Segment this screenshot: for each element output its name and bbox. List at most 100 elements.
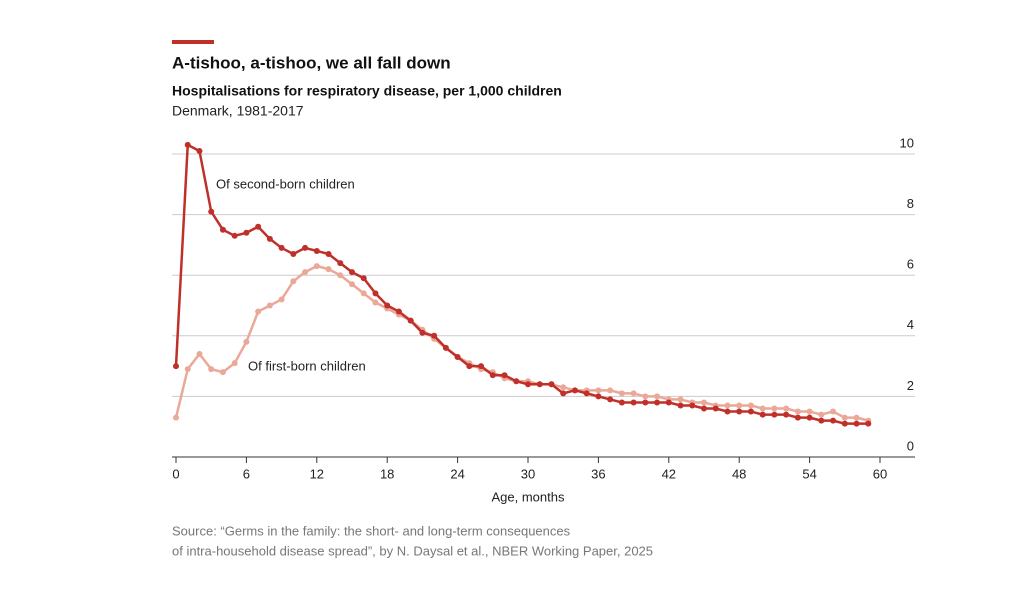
series-label: Of first-born children: [248, 358, 366, 373]
data-point: [830, 417, 837, 424]
data-point: [677, 402, 684, 409]
x-tick-label: 48: [732, 466, 746, 481]
data-point: [337, 272, 344, 279]
data-point: [736, 402, 743, 409]
data-point: [478, 363, 485, 370]
data-point: [818, 411, 825, 418]
data-point: [701, 405, 707, 412]
data-point: [642, 393, 649, 400]
x-tick-label: 18: [380, 466, 394, 481]
data-point: [290, 250, 297, 257]
data-point: [337, 260, 344, 267]
series-line: [174, 264, 869, 422]
data-point: [255, 223, 262, 230]
data-point: [654, 393, 661, 400]
data-point: [560, 384, 567, 391]
data-point: [783, 411, 790, 418]
data-point: [747, 402, 754, 409]
data-point: [654, 399, 661, 406]
x-tick-label: 6: [243, 466, 250, 481]
data-point: [818, 417, 825, 424]
data-point: [466, 363, 473, 370]
data-point: [595, 393, 602, 400]
data-point: [701, 399, 707, 406]
data-point: [853, 420, 860, 427]
data-point: [454, 354, 461, 361]
data-point: [395, 308, 402, 315]
data-point: [313, 247, 320, 254]
data-point: [794, 414, 801, 421]
data-point: [278, 296, 285, 303]
y-tick-label: 8: [907, 196, 914, 211]
data-point: [841, 420, 848, 427]
data-point: [196, 147, 203, 154]
data-point: [571, 387, 578, 394]
data-point: [501, 372, 508, 379]
data-point: [525, 381, 531, 388]
x-tick-label: 12: [310, 466, 324, 481]
data-point: [759, 405, 766, 412]
y-tick-label: 6: [907, 257, 914, 272]
data-point: [219, 226, 226, 233]
data-point: [266, 302, 273, 309]
data-point: [771, 405, 778, 412]
data-point: [618, 390, 625, 397]
data-point: [384, 302, 391, 309]
data-point: [431, 332, 438, 339]
data-point: [583, 390, 590, 397]
x-tick-label: 36: [591, 466, 605, 481]
data-point: [560, 390, 567, 397]
data-point: [865, 420, 872, 427]
x-tick-label: 54: [802, 466, 816, 481]
y-tick-label: 2: [907, 378, 914, 393]
data-point: [419, 329, 426, 336]
data-point: [677, 396, 684, 403]
x-tick-label: 30: [521, 466, 535, 481]
data-point: [771, 411, 778, 418]
chart-subtitle: Denmark, 1981-2017: [172, 103, 304, 119]
data-point: [853, 414, 860, 421]
data-point: [208, 366, 215, 373]
y-tick-label: 4: [907, 317, 914, 332]
data-point: [712, 405, 719, 412]
data-point: [184, 141, 191, 148]
data-point: [243, 229, 250, 236]
data-point: [173, 363, 179, 370]
data-point: [325, 266, 332, 273]
data-point: [642, 399, 649, 406]
data-point: [489, 372, 496, 379]
data-point: [607, 396, 614, 403]
data-point: [208, 208, 215, 215]
x-tick-label: 24: [450, 466, 464, 481]
y-tick-label: 0: [907, 438, 914, 453]
data-point: [736, 408, 743, 415]
data-point: [665, 399, 672, 406]
data-point: [783, 405, 790, 412]
data-point: [407, 317, 414, 324]
data-point: [724, 402, 731, 409]
data-point: [184, 366, 191, 373]
data-point: [841, 414, 848, 421]
accent-bar: [172, 40, 214, 44]
data-point: [618, 399, 625, 406]
data-point: [278, 244, 285, 251]
data-point: [313, 263, 320, 270]
data-point: [349, 269, 355, 276]
x-tick-label: 0: [172, 466, 179, 481]
data-point: [231, 232, 238, 239]
data-point: [630, 390, 637, 397]
data-point: [759, 411, 766, 418]
data-point: [372, 299, 379, 306]
source-note: of intra-household disease spread”, by N…: [172, 543, 653, 558]
data-point: [548, 381, 555, 388]
data-point: [349, 281, 355, 288]
data-point: [231, 360, 238, 367]
data-point: [360, 290, 367, 297]
data-point: [724, 408, 731, 415]
data-point: [219, 369, 226, 376]
data-point: [806, 414, 813, 421]
y-tick-label: 10: [900, 135, 914, 150]
chart-title: A-tishoo, a-tishoo, we all fall down: [172, 53, 451, 72]
data-point: [595, 387, 602, 394]
